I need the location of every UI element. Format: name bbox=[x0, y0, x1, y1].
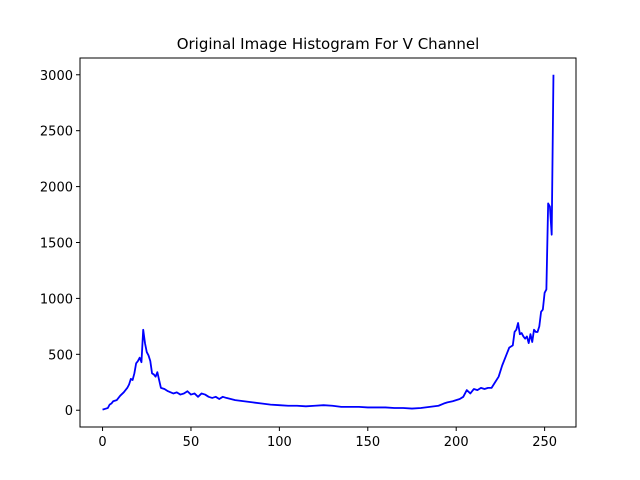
x-tick-label: 50 bbox=[183, 435, 200, 450]
line bbox=[102, 74, 555, 411]
y-tick-label: 0 bbox=[65, 404, 73, 419]
y-tick-label: 1500 bbox=[40, 237, 73, 252]
y-tick-label: 2000 bbox=[40, 181, 73, 196]
x-tick-label: 200 bbox=[444, 435, 469, 450]
x-tick-label: 150 bbox=[355, 435, 380, 450]
x-tick-label: 0 bbox=[98, 435, 106, 450]
y-tick-label: 3000 bbox=[40, 69, 73, 84]
x-tick-label: 250 bbox=[532, 435, 557, 450]
y-tick-label: 1000 bbox=[40, 292, 73, 307]
y-tick-label: 2500 bbox=[40, 125, 73, 140]
chart-title: Original Image Histogram For V Channel bbox=[177, 35, 480, 53]
x-tick-label: 100 bbox=[267, 435, 292, 450]
y-tick-label: 500 bbox=[48, 348, 73, 363]
plot-frame bbox=[79, 57, 577, 428]
